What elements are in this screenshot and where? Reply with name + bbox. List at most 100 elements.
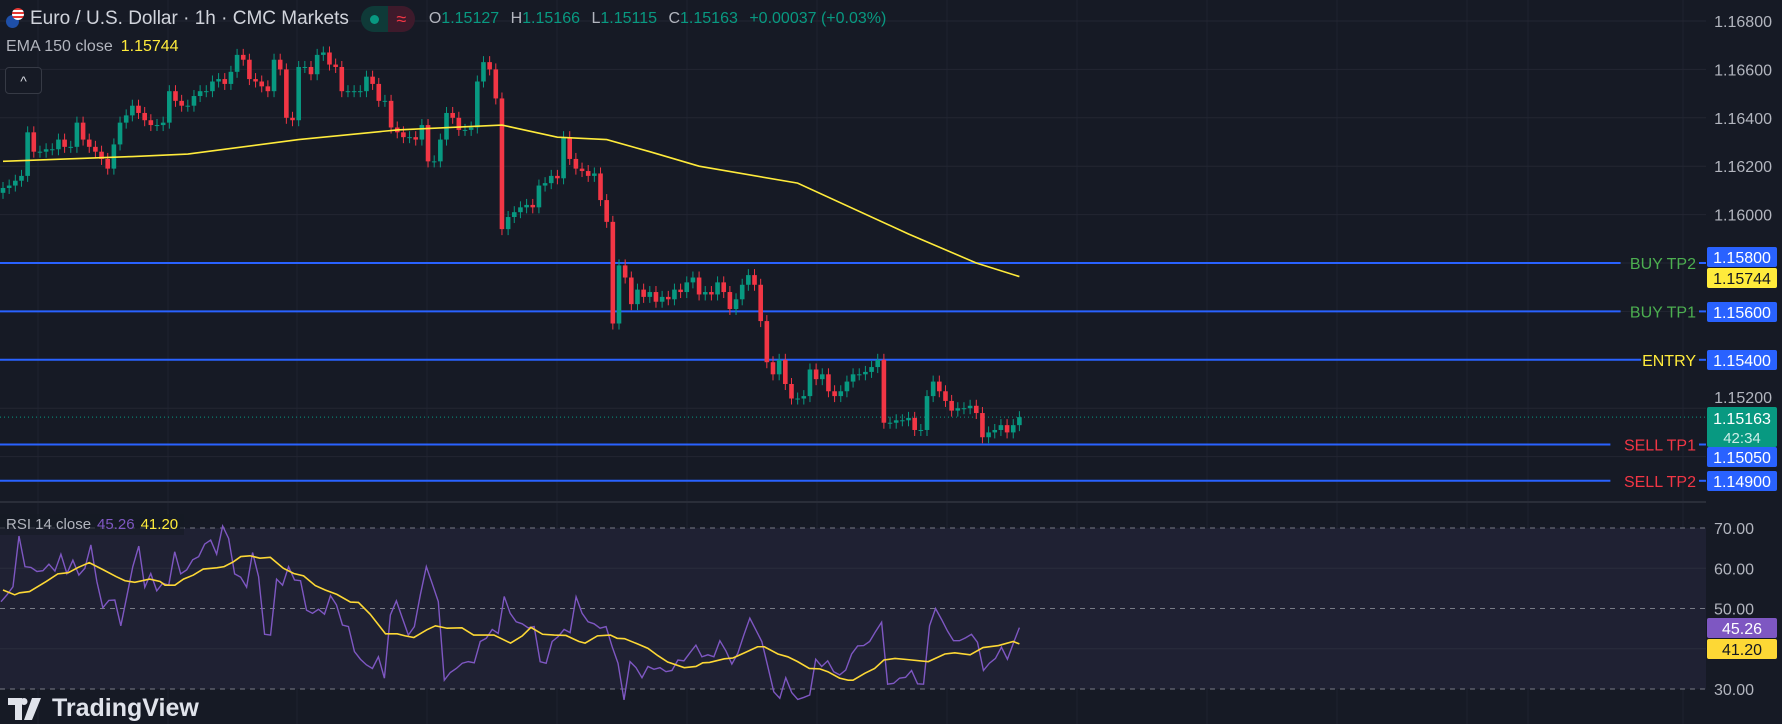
close-label: C bbox=[668, 10, 681, 27]
candle-body bbox=[881, 359, 887, 423]
market-open-dot-icon[interactable] bbox=[360, 6, 388, 32]
candle-body bbox=[357, 91, 363, 93]
candle-body bbox=[56, 139, 61, 150]
candle-body bbox=[37, 151, 43, 153]
candle-body bbox=[684, 282, 690, 293]
candle-body bbox=[696, 277, 702, 295]
candle-body bbox=[456, 117, 462, 130]
candle-body bbox=[382, 100, 388, 102]
candle-body bbox=[271, 59, 277, 92]
candle-body bbox=[185, 105, 191, 107]
price-tick-label: 1.16800 bbox=[1714, 14, 1772, 31]
candle-body bbox=[247, 59, 252, 80]
level-label: SELL TP2 bbox=[1624, 474, 1696, 491]
candle-body bbox=[838, 391, 844, 397]
candle-body bbox=[801, 396, 807, 399]
candle-body bbox=[117, 122, 123, 145]
candle-body bbox=[148, 120, 154, 126]
candle-body bbox=[567, 137, 573, 159]
candle-body bbox=[635, 289, 640, 305]
level-label: SELL TP1 bbox=[1624, 438, 1696, 455]
candle-body bbox=[629, 277, 634, 305]
candle-body bbox=[296, 66, 301, 121]
candle-body bbox=[832, 391, 837, 397]
rsi-line bbox=[0, 523, 1021, 701]
candle-body bbox=[25, 132, 30, 176]
status-pill[interactable]: ≈ bbox=[360, 6, 415, 32]
candle-body bbox=[216, 79, 221, 82]
candle-body bbox=[776, 359, 782, 375]
ema-legend-value: 1.15744 bbox=[120, 38, 179, 55]
candle-body bbox=[709, 292, 714, 295]
rsi-value-badge-box bbox=[1707, 618, 1777, 638]
candle-body bbox=[542, 183, 548, 186]
candle-body bbox=[468, 127, 474, 130]
candle-body bbox=[992, 429, 998, 433]
candle-body bbox=[592, 173, 597, 176]
candle-body bbox=[783, 359, 788, 384]
candle-body bbox=[758, 284, 763, 322]
price-tick-label: 1.16400 bbox=[1714, 111, 1772, 128]
candle-body bbox=[998, 425, 1004, 430]
candle-body bbox=[438, 139, 443, 162]
candle-body bbox=[314, 54, 320, 75]
candle-body bbox=[733, 299, 739, 309]
candle-body bbox=[1010, 425, 1016, 433]
candle-body bbox=[937, 381, 942, 392]
candle-body bbox=[548, 175, 554, 184]
candle-body bbox=[31, 132, 37, 152]
buy-tp2-price-badge-box bbox=[1707, 247, 1777, 267]
candle-body bbox=[333, 64, 338, 67]
tradingview-logo[interactable]: TradingView bbox=[8, 694, 199, 723]
candle-body bbox=[0, 187, 6, 193]
rsi-tick-label: 50.00 bbox=[1714, 602, 1754, 619]
price-tick-label: 1.16000 bbox=[1714, 208, 1772, 225]
candle-body bbox=[481, 62, 486, 82]
ema-price-badge-box bbox=[1707, 268, 1777, 288]
candle-body bbox=[388, 100, 394, 128]
candle-body bbox=[702, 292, 708, 295]
ema-legend[interactable]: EMA 150 close 1.15744 bbox=[6, 38, 179, 56]
candles bbox=[0, 46, 1022, 444]
approx-wave-icon[interactable]: ≈ bbox=[387, 6, 415, 32]
candle-body bbox=[173, 91, 178, 101]
candle-body bbox=[105, 158, 111, 169]
entry-price-badge-box bbox=[1707, 350, 1777, 370]
candle-body bbox=[955, 408, 961, 411]
level-label: BUY TP1 bbox=[1630, 304, 1696, 321]
candle-body bbox=[43, 149, 49, 152]
candle-body bbox=[604, 200, 609, 222]
rsi-legend[interactable]: RSI 14 close 45.26 41.20 bbox=[0, 514, 185, 535]
candle-body bbox=[826, 374, 831, 392]
open-value: 1.15127 bbox=[441, 10, 500, 27]
candle-body bbox=[930, 381, 936, 397]
candle-body bbox=[986, 432, 991, 438]
brand-name: TradingView bbox=[52, 694, 199, 722]
sell-tp1-price-badge: 1.15050 bbox=[1713, 450, 1771, 467]
candle-body bbox=[1004, 425, 1010, 433]
open-label: O bbox=[428, 10, 442, 27]
price-tick-label: 1.16600 bbox=[1714, 62, 1772, 79]
candle-body bbox=[284, 69, 289, 118]
collapse-legend-button[interactable]: ^ bbox=[5, 67, 42, 94]
candle-body bbox=[856, 374, 862, 376]
candle-body bbox=[327, 52, 332, 65]
candle-body bbox=[752, 275, 757, 285]
candle-body bbox=[345, 91, 351, 93]
candle-body bbox=[739, 284, 745, 300]
candle-body bbox=[622, 265, 628, 278]
candle-body bbox=[530, 204, 536, 208]
eur-usd-flags-icon bbox=[6, 8, 24, 30]
candle-body bbox=[197, 91, 203, 97]
candle-body bbox=[210, 81, 215, 92]
candle-body bbox=[844, 381, 850, 392]
trade-levels: BUY TP2 BUY TP1 ENTRY SELL TP1 SELL TP2 bbox=[0, 256, 1706, 491]
level-label: ENTRY bbox=[1642, 353, 1696, 370]
candle-body bbox=[727, 292, 733, 309]
symbol-title[interactable]: Euro / U.S. Dollar · 1h · CMC Markets bbox=[30, 8, 349, 29]
candle-body bbox=[819, 374, 825, 380]
candle-body bbox=[967, 405, 973, 409]
candle-body bbox=[364, 76, 369, 92]
candle-body bbox=[918, 429, 924, 431]
